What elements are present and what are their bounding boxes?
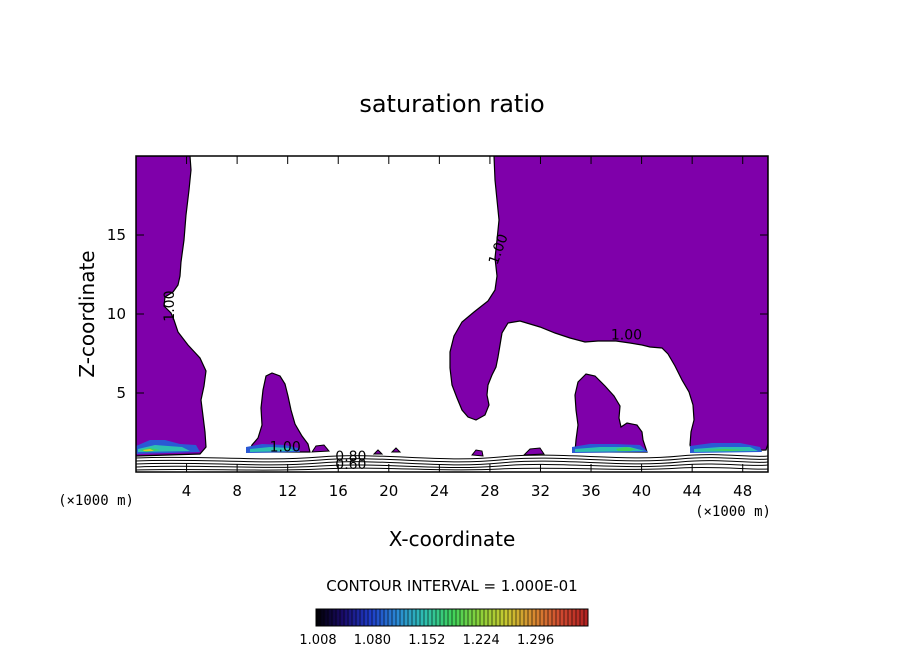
- region-left-column: [136, 156, 207, 457]
- x-tick-label: 40: [632, 482, 651, 500]
- y-tick-label: 5: [116, 384, 126, 402]
- high-saturation-bands: [136, 440, 762, 454]
- region-small-blob-c: [522, 447, 545, 456]
- region-cell-x10: [248, 372, 311, 453]
- colorbar-tick-label: 1.296: [517, 633, 554, 648]
- region-small-blob-e: [390, 447, 402, 453]
- y-axis-ticks: 5 10 15: [107, 226, 768, 402]
- contour-label: 1.00: [270, 439, 301, 455]
- colorbar: 1.008 1.080 1.152 1.224 1.296: [299, 608, 589, 648]
- x-tick-label: 20: [379, 482, 398, 500]
- contour-label: 0.80: [335, 449, 366, 465]
- colorbar-tick-label: 1.008: [299, 633, 336, 648]
- region-cell-x37: [574, 373, 648, 453]
- colorbar-tick-label: 1.080: [354, 633, 391, 648]
- x-unit-label-left: (×1000 m): [58, 493, 134, 509]
- x-tick-label: 16: [329, 482, 348, 500]
- chart-title: saturation ratio: [359, 90, 544, 118]
- contour-fill-layer: [136, 156, 768, 471]
- y-tick-label: 15: [107, 226, 126, 244]
- y-tick-label: 10: [107, 305, 126, 323]
- contour-interval-text: CONTOUR INTERVAL = 1.000E-01: [326, 577, 577, 595]
- x-tick-label: 48: [733, 482, 752, 500]
- x-axis-title: X-coordinate: [389, 527, 516, 551]
- contour-label: 1.00: [611, 327, 642, 343]
- x-tick-label: 32: [531, 482, 550, 500]
- x-tick-label: 28: [480, 482, 499, 500]
- colorbar-tick-label: 1.224: [463, 633, 500, 648]
- x-unit-label-right: (×1000 m): [695, 504, 771, 520]
- region-upper-right-cloud: [449, 156, 768, 453]
- x-tick-label: 44: [683, 482, 702, 500]
- y-axis-title: Z-coordinate: [75, 250, 99, 377]
- colorbar-tick-label: 1.152: [408, 633, 445, 648]
- x-tick-label: 24: [430, 482, 449, 500]
- region-small-blob-b: [471, 449, 484, 457]
- region-small-blob-a: [311, 444, 331, 453]
- x-tick-label: 8: [232, 482, 242, 500]
- surface-contour-lines: [136, 454, 768, 471]
- colorbar-tick-marks: [315, 609, 589, 626]
- x-tick-label: 36: [581, 482, 600, 500]
- colorbar-tick-labels: 1.008 1.080 1.152 1.224 1.296: [299, 633, 554, 648]
- contour-label: 0.60: [335, 457, 366, 473]
- x-tick-label: 12: [278, 482, 297, 500]
- x-tick-label: 4: [182, 482, 192, 500]
- contour-label: 1.00: [162, 291, 178, 322]
- region-small-blob-d: [372, 449, 384, 455]
- x-axis-ticks: 4 8 12 16 20 24 28 32 36 40 44 48: [182, 156, 752, 500]
